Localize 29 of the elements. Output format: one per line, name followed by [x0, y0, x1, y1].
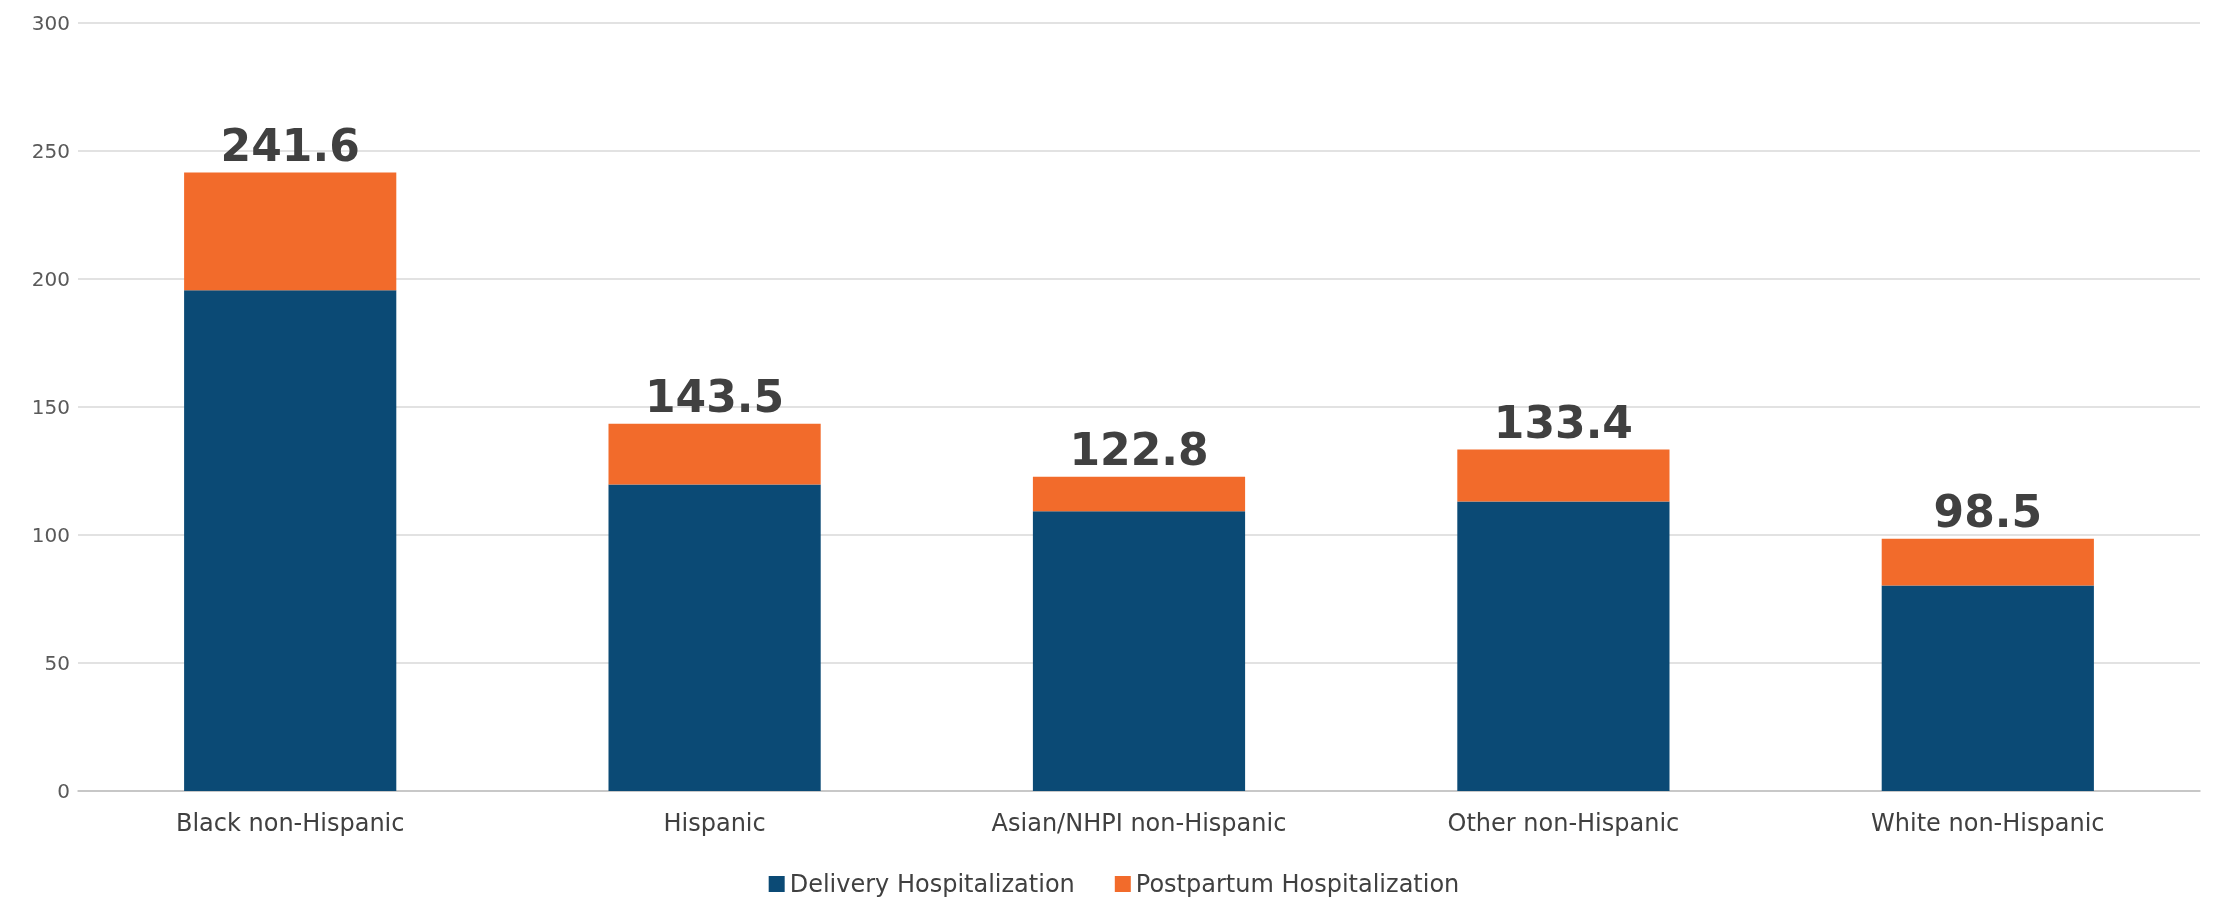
bar	[608, 423, 821, 485]
bar	[1457, 501, 1670, 791]
legend-label: Delivery Hospitalization	[789, 870, 1075, 898]
x-tick-label: Black non-Hispanic	[175, 809, 405, 837]
bar	[1032, 476, 1246, 512]
x-tick-label: Hispanic	[663, 809, 766, 837]
bar	[1457, 449, 1670, 502]
y-tick-label: 100	[31, 523, 70, 547]
bar	[184, 172, 397, 291]
x-tick-label: Asian/NHPI non-Hispanic	[991, 809, 1287, 837]
total-label: 98.5	[1933, 486, 2043, 538]
total-label: 143.5	[645, 371, 785, 423]
legend-label: Postpartum Hospitalization	[1135, 870, 1460, 898]
y-tick-label: 0	[57, 779, 70, 803]
bar	[608, 484, 821, 791]
y-tick-label: 50	[44, 651, 70, 675]
y-tick-label: 250	[31, 139, 70, 163]
total-label: 241.6	[220, 120, 360, 171]
y-tick-label: 150	[31, 395, 70, 419]
bar	[1032, 511, 1246, 791]
total-label: 122.8	[1069, 424, 1209, 476]
bar	[184, 290, 397, 791]
x-tick-label: Other non-Hispanic	[1447, 809, 1680, 837]
bar	[1881, 585, 2094, 791]
y-tick-label: 200	[31, 267, 70, 291]
total-label: 133.4	[1493, 397, 1633, 448]
x-tick-label: White non-Hispanic	[1871, 809, 2105, 837]
bar	[1881, 538, 2094, 586]
y-tick-label: 300	[31, 11, 70, 35]
